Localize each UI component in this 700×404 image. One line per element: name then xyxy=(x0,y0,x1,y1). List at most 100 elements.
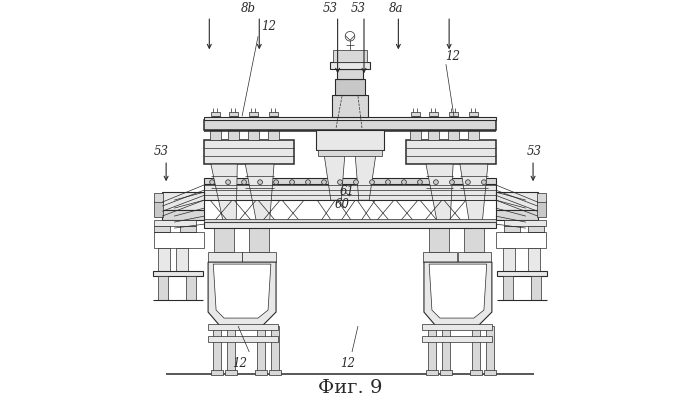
Bar xyxy=(250,116,258,130)
Bar xyxy=(258,326,265,374)
Circle shape xyxy=(321,180,326,185)
Bar xyxy=(269,112,279,116)
Bar xyxy=(214,226,234,252)
Bar xyxy=(154,226,170,232)
Circle shape xyxy=(433,180,438,185)
Bar xyxy=(412,116,419,130)
Bar xyxy=(272,326,279,374)
Bar xyxy=(153,271,203,276)
Bar xyxy=(428,326,436,374)
Bar xyxy=(430,116,438,130)
Bar xyxy=(486,326,494,374)
Circle shape xyxy=(306,180,310,185)
Text: 53: 53 xyxy=(154,145,169,158)
Text: 53: 53 xyxy=(323,2,337,15)
Text: 53: 53 xyxy=(526,145,541,158)
Bar xyxy=(496,210,538,220)
Bar xyxy=(448,130,459,140)
Text: 60: 60 xyxy=(335,198,350,210)
Bar xyxy=(162,210,204,220)
Bar xyxy=(458,252,491,262)
Bar xyxy=(268,130,279,140)
Bar xyxy=(528,226,544,232)
Bar xyxy=(270,116,278,130)
Polygon shape xyxy=(354,140,378,200)
Bar xyxy=(504,220,546,226)
Polygon shape xyxy=(211,164,237,226)
Bar xyxy=(158,248,170,272)
Bar xyxy=(154,220,196,226)
Bar xyxy=(472,326,480,374)
Bar xyxy=(428,112,438,116)
Bar xyxy=(180,226,196,232)
Circle shape xyxy=(225,180,230,185)
Text: 8b: 8b xyxy=(241,2,256,15)
Bar xyxy=(406,140,496,164)
Bar xyxy=(503,248,514,272)
Polygon shape xyxy=(424,262,492,326)
Text: 12: 12 xyxy=(232,357,248,370)
Bar xyxy=(256,370,267,375)
Text: 12: 12 xyxy=(340,357,356,370)
Bar xyxy=(428,130,439,140)
Bar xyxy=(242,252,276,262)
Bar xyxy=(333,50,367,62)
Bar xyxy=(422,336,492,342)
Bar xyxy=(249,226,270,252)
Bar xyxy=(411,112,420,116)
Bar xyxy=(449,112,458,116)
Bar xyxy=(470,116,477,130)
Circle shape xyxy=(449,180,454,185)
Bar xyxy=(426,370,438,375)
Bar xyxy=(208,336,278,342)
Bar xyxy=(248,130,259,140)
Bar xyxy=(537,194,546,202)
Bar xyxy=(332,95,368,117)
Bar xyxy=(210,130,221,140)
Bar xyxy=(154,232,204,248)
Circle shape xyxy=(274,180,279,185)
Bar xyxy=(158,276,168,300)
Polygon shape xyxy=(322,140,346,200)
Bar xyxy=(496,232,546,248)
Bar xyxy=(154,194,163,202)
Bar xyxy=(497,271,547,276)
Text: 53: 53 xyxy=(351,2,365,15)
Bar xyxy=(211,112,220,116)
Bar xyxy=(504,226,520,232)
Bar xyxy=(330,62,370,69)
Circle shape xyxy=(354,180,358,185)
Bar xyxy=(204,222,496,228)
Circle shape xyxy=(258,180,262,185)
Bar xyxy=(154,201,163,217)
Bar xyxy=(228,130,239,140)
Bar xyxy=(249,112,258,116)
Circle shape xyxy=(370,180,374,185)
Text: 12: 12 xyxy=(445,50,460,63)
Bar xyxy=(228,326,235,374)
Circle shape xyxy=(386,180,391,185)
Bar xyxy=(318,150,382,156)
Circle shape xyxy=(290,180,295,185)
Bar xyxy=(531,276,540,300)
Polygon shape xyxy=(208,262,276,326)
Bar xyxy=(423,252,456,262)
Bar xyxy=(229,112,239,116)
Polygon shape xyxy=(245,164,274,226)
Circle shape xyxy=(402,180,407,185)
Bar xyxy=(208,324,278,330)
Bar xyxy=(211,116,220,130)
Text: Фиг. 9: Фиг. 9 xyxy=(318,379,382,397)
Bar xyxy=(204,184,496,200)
Circle shape xyxy=(482,180,486,185)
Bar xyxy=(470,370,482,375)
Bar xyxy=(528,248,540,272)
Bar xyxy=(230,116,238,130)
Bar xyxy=(211,370,223,375)
Bar xyxy=(225,370,237,375)
Bar xyxy=(410,130,421,140)
Bar xyxy=(337,69,363,79)
Bar xyxy=(204,140,294,164)
Bar xyxy=(162,192,204,210)
Bar xyxy=(496,192,538,210)
